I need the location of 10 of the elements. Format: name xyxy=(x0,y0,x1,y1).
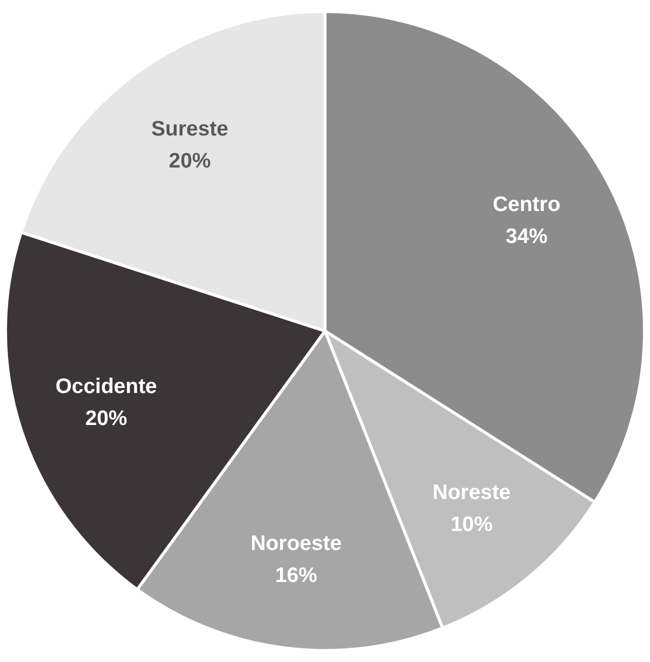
data-label: 20% xyxy=(168,150,212,173)
data-label: 16% xyxy=(275,564,318,588)
data-label: 10% xyxy=(450,513,493,536)
data-label: 34% xyxy=(506,224,548,248)
slice-label: Noroeste xyxy=(250,532,342,556)
slice-label: Sureste xyxy=(151,118,228,141)
slice-label: Occidente xyxy=(55,374,157,398)
slice-label: Noreste xyxy=(432,481,511,504)
slice-label: Centro xyxy=(492,192,560,216)
data-label: 20% xyxy=(85,406,128,430)
